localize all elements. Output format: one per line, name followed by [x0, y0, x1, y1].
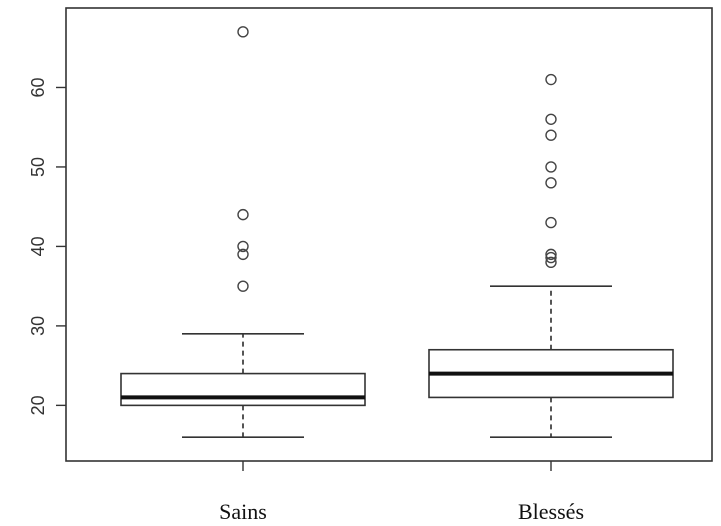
iqr-box — [120, 372, 366, 407]
plot-frame — [65, 7, 713, 462]
y-tick-label: 50 — [28, 157, 48, 177]
y-tick-label: 20 — [28, 395, 48, 415]
outlier-point — [545, 251, 557, 264]
outlier-point — [545, 256, 557, 269]
outlier-point — [237, 26, 249, 38]
outlier-point — [237, 240, 249, 253]
outlier-point — [545, 113, 557, 125]
outlier-point — [237, 208, 249, 221]
outlier-point — [237, 248, 249, 261]
x-category-label: Blessés — [518, 499, 584, 524]
outlier-point — [545, 177, 557, 189]
outlier-point — [545, 216, 557, 229]
outlier-point — [545, 161, 557, 173]
y-tick-label: 30 — [28, 316, 48, 336]
outlier-point — [545, 73, 557, 86]
outlier-point — [545, 129, 557, 141]
outlier-point — [237, 280, 249, 292]
y-tick-label: 60 — [28, 77, 48, 97]
x-category-label: Sains — [219, 499, 267, 524]
y-tick-label: 40 — [28, 236, 48, 256]
outlier-point — [545, 248, 557, 261]
